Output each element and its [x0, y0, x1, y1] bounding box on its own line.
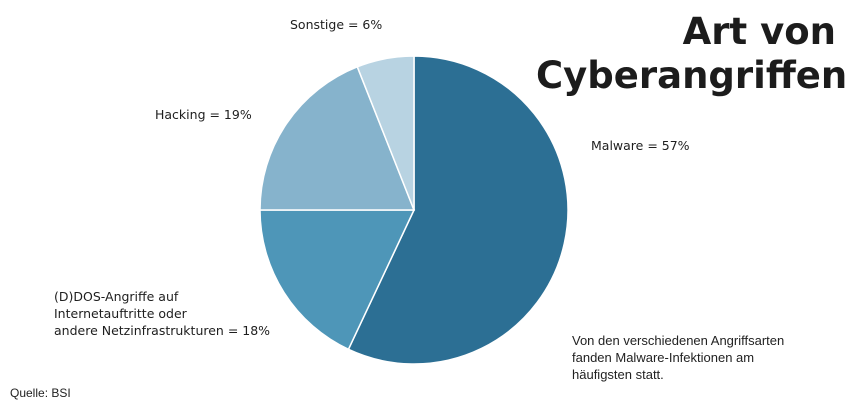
slice-label-sonstige: Sonstige = 6%: [290, 17, 383, 32]
slice-label-malware: Malware = 57%: [591, 138, 690, 153]
slice-label-hacking: Hacking = 19%: [155, 107, 252, 122]
chart-annotation: Von den verschiedenen Angriffsarten fand…: [572, 333, 785, 382]
pie-slice-malware: [347, 55, 569, 365]
chart-title-line-2: Cyberangriffen: [536, 54, 848, 97]
slice-label-ddos: (D)DOS-Angriffe auf Internetauftritte od…: [54, 288, 270, 339]
source-note: Quelle: BSI: [10, 386, 71, 400]
chart-title: Art von Cyberangriffen: [536, 10, 848, 98]
pie-slice-hacking: [259, 65, 416, 211]
slice-label-ddos-line-1: (D)DOS-Angriffe auf: [54, 289, 179, 304]
slice-label-ddos-line-3: andere Netzinfrastrukturen = 18%: [54, 323, 271, 338]
slice-label-ddos-line-2: Internetauftritte oder: [54, 306, 187, 321]
pie-slice-ddosangriffe: [259, 209, 416, 351]
pie-slice-sonstige: [356, 55, 415, 211]
chart-title-line-1: Art von: [682, 10, 836, 53]
